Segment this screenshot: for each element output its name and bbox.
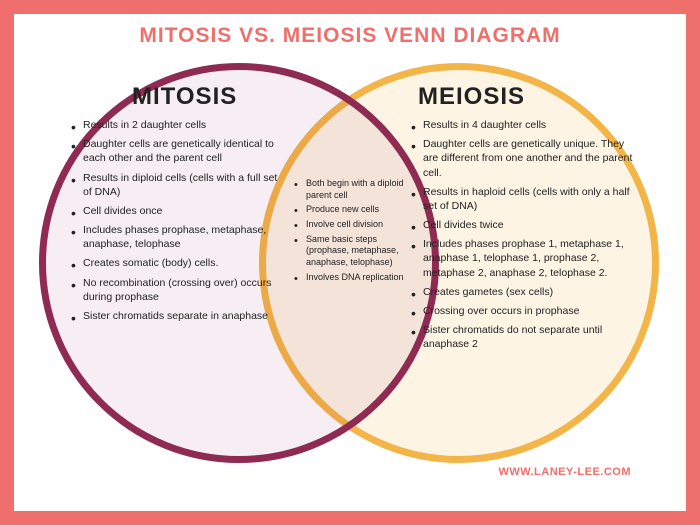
list-meiosis: Results in 4 daughter cells Daughter cel… bbox=[409, 118, 637, 356]
list-item: Includes phases prophase 1, metaphase 1,… bbox=[421, 237, 637, 280]
list-item: Crossing over occurs in prophase bbox=[421, 304, 637, 318]
list-item: Results in diploid cells (cells with a f… bbox=[81, 171, 279, 199]
list-item: Cell divides twice bbox=[421, 218, 637, 232]
list-mitosis: Results in 2 daughter cells Daughter cel… bbox=[69, 118, 279, 328]
list-item: Creates gametes (sex cells) bbox=[421, 285, 637, 299]
list-item: Cell divides once bbox=[81, 204, 279, 218]
list-both: Both begin with a diploid parent cell Pr… bbox=[292, 178, 407, 287]
list-item: Includes phases prophase, metaphase, ana… bbox=[81, 223, 279, 251]
list-item: Results in 4 daughter cells bbox=[421, 118, 637, 132]
watermark: WWW.LANEY-LEE.COM bbox=[498, 466, 631, 478]
main-title: MITOSIS VS. MEIOSIS VENN DIAGRAM bbox=[14, 14, 686, 48]
list-item: Produce new cells bbox=[304, 204, 407, 216]
list-item: No recombination (crossing over) occurs … bbox=[81, 276, 279, 304]
list-item: Involve cell division bbox=[304, 219, 407, 231]
list-item: Daughter cells are genetically unique. T… bbox=[421, 137, 637, 180]
list-item: Daughter cells are genetically identical… bbox=[81, 137, 279, 165]
inner-panel: MITOSIS VS. MEIOSIS VENN DIAGRAM MITOSIS… bbox=[14, 14, 686, 511]
venn-container: MITOSIS MEIOSIS Results in 2 daughter ce… bbox=[14, 53, 686, 493]
title-mitosis: MITOSIS bbox=[132, 83, 237, 111]
list-item: Results in haploid cells (cells with onl… bbox=[421, 185, 637, 213]
title-meiosis: MEIOSIS bbox=[418, 83, 525, 111]
list-item: Both begin with a diploid parent cell bbox=[304, 178, 407, 201]
list-item: Same basic steps (prophase, metaphase, a… bbox=[304, 234, 407, 269]
list-item: Involves DNA replication bbox=[304, 272, 407, 284]
outer-border: MITOSIS VS. MEIOSIS VENN DIAGRAM MITOSIS… bbox=[0, 0, 700, 525]
list-item: Results in 2 daughter cells bbox=[81, 118, 279, 132]
list-item: Creates somatic (body) cells. bbox=[81, 256, 279, 270]
list-item: Sister chromatids separate in anaphase bbox=[81, 309, 279, 323]
list-item: Sister chromatids do not separate until … bbox=[421, 323, 637, 351]
